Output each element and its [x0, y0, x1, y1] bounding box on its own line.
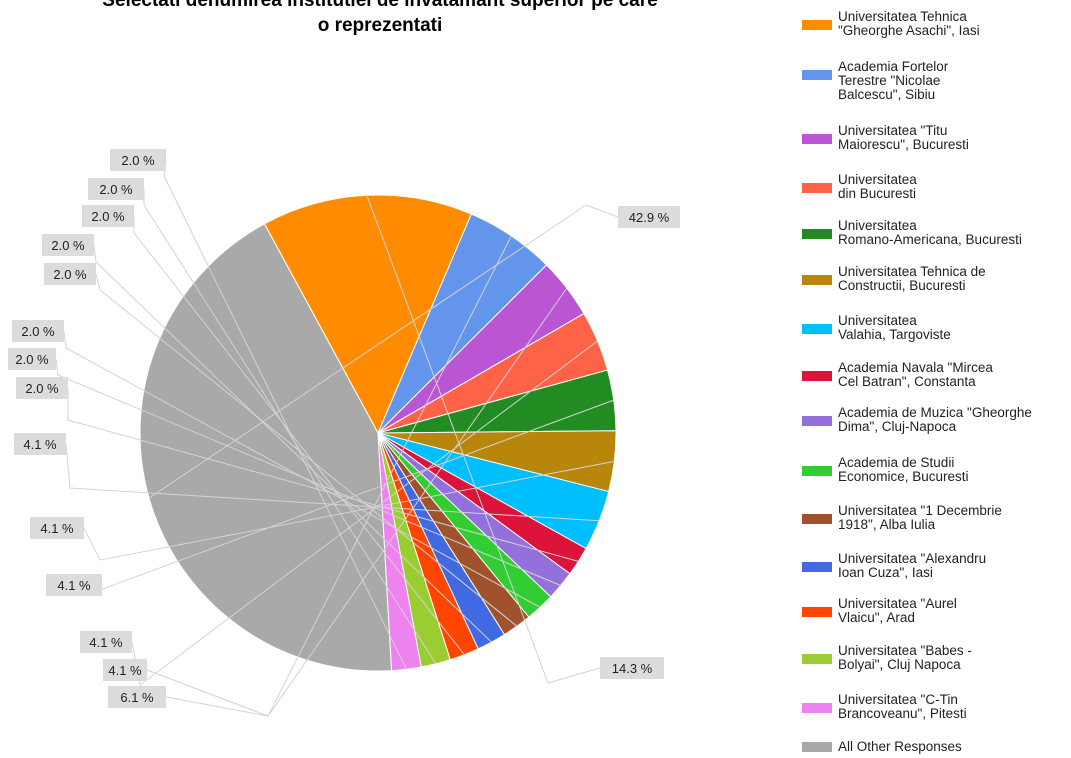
legend-label: Universitatea "Titu Maiorescu", Bucurest…: [838, 123, 969, 152]
chart-title-line-1: Selectati denumirea institutiei de invat…: [102, 0, 658, 11]
legend-label: Universitatea Romano-Americana, Bucurest…: [838, 218, 1022, 247]
legend-swatch: [802, 275, 832, 285]
legend-label: Universitatea Tehnica de Constructii, Bu…: [838, 264, 986, 293]
data-label: 2.0 %: [53, 267, 87, 282]
data-label-box: [618, 206, 680, 228]
legend-swatch: [802, 183, 832, 193]
data-label: 42.9 %: [629, 210, 670, 225]
data-label: 2.0 %: [21, 324, 55, 339]
legend-label: Universitatea "Babes - Bolyai", Cluj Nap…: [838, 643, 972, 672]
data-label-box: [46, 574, 102, 596]
legend-label: Universitatea "Alexandru Ioan Cuza", Ias…: [838, 551, 987, 580]
legend-label: Academia de Muzica "Gheorghe Dima", Cluj…: [838, 405, 1032, 434]
data-label-box: [82, 205, 134, 227]
data-label: 4.1 %: [40, 521, 74, 536]
data-label-box: [88, 178, 144, 200]
legend-label: Universitatea Tehnica "Gheorghe Asachi",…: [838, 9, 980, 38]
legend-label: Academia Navala "Mircea Cel Batran", Con…: [838, 360, 993, 389]
chart-title: Selectati denumirea institutiei de invat…: [0, 0, 760, 38]
legend-swatch: [802, 70, 832, 80]
leader-line: [146, 287, 568, 717]
data-label: 2.0 %: [99, 182, 133, 197]
leader-line: [148, 204, 619, 499]
legend-label: All Other Responses: [838, 739, 962, 754]
pie-slices: [139, 194, 617, 672]
legend-swatch: [802, 134, 832, 144]
leader-line: [93, 244, 492, 643]
legend-label: Academia de Studii Economice, Bucuresti: [838, 455, 969, 484]
data-label: 6.1 %: [120, 690, 154, 705]
legend-swatch: [802, 654, 832, 664]
data-label: 14.3 %: [612, 661, 653, 676]
leader-line: [131, 340, 598, 686]
leader-line: [55, 358, 561, 586]
data-label: 2.0 %: [51, 238, 85, 253]
pie-chart: 14.3 % 6.1 % 4.1 % 4.1 % 4.1 % 4.1 % 4.1 % 2.0 …: [8, 149, 680, 717]
legend-swatch: [802, 562, 832, 572]
data-labels: 14.3 % 6.1 % 4.1 % 4.1 % 4.1 % 4.1 % 4.1 % 2.0 …: [8, 149, 680, 708]
leader-line: [63, 330, 541, 608]
data-label-box: [8, 348, 56, 370]
data-label-box: [16, 377, 68, 399]
data-label: 2.0 %: [15, 352, 49, 367]
legend-label: Universitatea "Aurel Vlaicu", Arad: [838, 596, 957, 625]
leader-line: [83, 460, 615, 561]
data-label-box: [14, 433, 66, 455]
data-label: 4.1 %: [23, 437, 57, 452]
data-label: 2.0 %: [121, 153, 155, 168]
legend-swatch: [802, 742, 832, 752]
legend-label: Universitatea "1 Decembrie 1918", Alba I…: [838, 503, 1002, 532]
legend-swatch: [802, 20, 832, 30]
leader-line: [366, 195, 601, 684]
data-label: 4.1 %: [89, 635, 123, 650]
data-label: 2.0 %: [91, 209, 125, 224]
data-label-box: [44, 263, 96, 285]
legend-label: Universitatea "C-Tin Brancoveanu", Pites…: [838, 692, 967, 721]
legend-swatch: [802, 703, 832, 713]
legend-label: Academia Fortelor Terestre "Nicolae Balc…: [838, 59, 949, 102]
legend-label: Universitatea Valahia, Targoviste: [838, 313, 951, 342]
data-label-box: [12, 320, 64, 342]
legend-swatch: [802, 416, 832, 426]
leader-lines: [55, 159, 619, 717]
data-label-box: [600, 657, 664, 679]
legend-swatch: [802, 371, 832, 381]
data-label-box: [30, 517, 84, 539]
chart-title-line-2: o reprezentati: [317, 15, 443, 36]
legend-swatch: [802, 514, 832, 524]
data-label-box: [108, 686, 166, 708]
leader-line: [65, 443, 600, 522]
data-label: 2.0 %: [25, 381, 59, 396]
data-label-box: [110, 149, 166, 171]
leader-line: [95, 273, 518, 627]
data-label: 4.1 %: [57, 578, 91, 593]
data-label-box: [80, 631, 132, 653]
legend-swatch: [802, 324, 832, 334]
data-label-box: [103, 659, 147, 681]
data-label-box: [42, 234, 94, 256]
data-label: 4.1 %: [108, 663, 142, 678]
legend-label: Universitatea din Bucuresti: [838, 172, 917, 201]
legend-swatch: [802, 607, 832, 617]
legend-swatch: [802, 229, 832, 239]
legend-swatch: [802, 466, 832, 476]
